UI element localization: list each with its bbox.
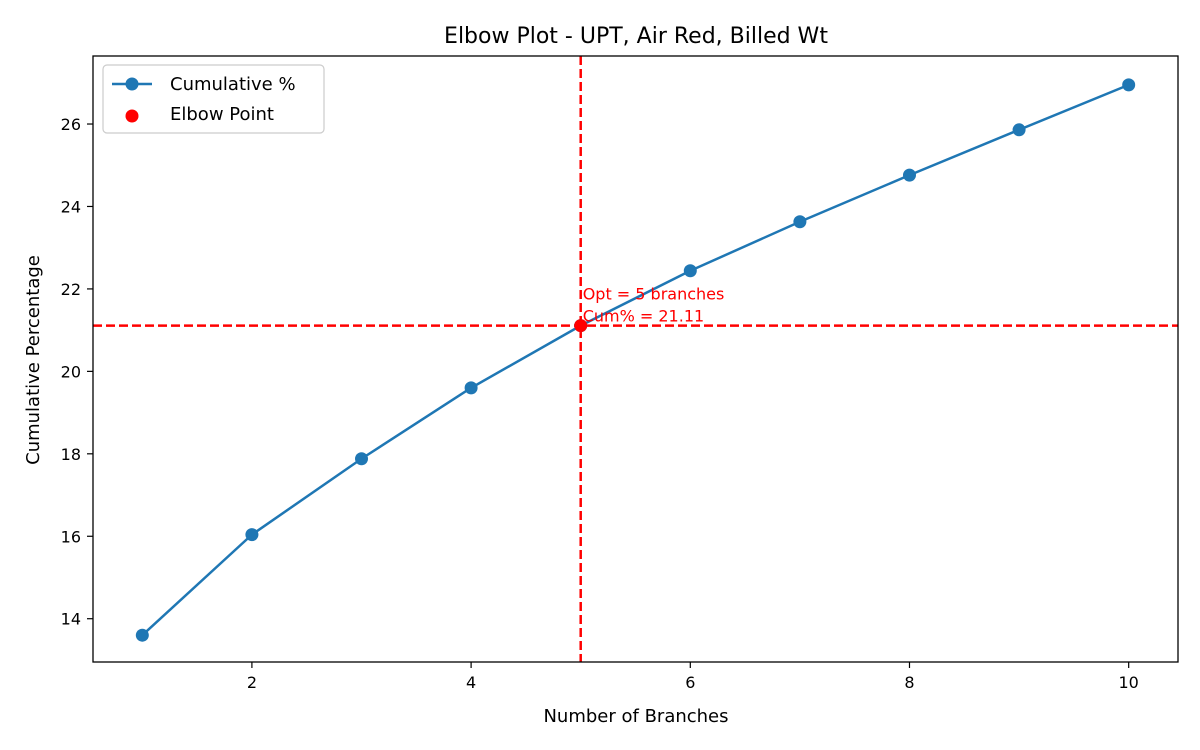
y-tick-label: 22	[61, 280, 81, 299]
series-line-cumulative	[141, 83, 1130, 637]
annotation-line-2: Cum% = 21.11	[583, 307, 704, 326]
legend-elbow-marker	[125, 109, 139, 123]
legend: Cumulative % Elbow Point	[102, 64, 325, 134]
legend-dot-marker	[125, 77, 139, 91]
data-point	[245, 528, 259, 542]
plot-frame	[92, 55, 1179, 663]
x-tick-label: 6	[685, 673, 695, 692]
data-point	[683, 264, 697, 278]
data-point	[135, 628, 149, 642]
data-point	[1122, 78, 1136, 92]
legend-box	[102, 64, 325, 134]
y-tick-label: 16	[61, 527, 81, 546]
y-tick-label: 24	[61, 197, 81, 216]
y-axis-title: Cumulative Percentage	[23, 255, 44, 465]
y-tick-label: 26	[61, 115, 81, 134]
chart-title: Elbow Plot - UPT, Air Red, Billed Wt	[444, 24, 828, 49]
x-tick-label: 2	[247, 673, 257, 692]
legend-label-cumulative: Cumulative %	[170, 74, 296, 95]
data-point	[902, 168, 916, 182]
y-tick-label: 20	[61, 362, 81, 381]
x-tick-label: 8	[904, 673, 914, 692]
data-point	[355, 452, 369, 466]
y-tick-label: 14	[61, 610, 81, 629]
legend-label-elbow: Elbow Point	[170, 104, 274, 125]
x-tick-label: 10	[1119, 673, 1139, 692]
x-tick-label: 4	[466, 673, 476, 692]
annotation-line-1: Opt = 5 branches	[583, 285, 725, 304]
data-point	[464, 381, 478, 395]
data-point	[793, 215, 807, 229]
y-tick-label: 18	[61, 445, 81, 464]
elbow-point	[574, 319, 588, 333]
data-point	[1012, 123, 1026, 137]
x-axis-title: Number of Branches	[543, 706, 728, 727]
